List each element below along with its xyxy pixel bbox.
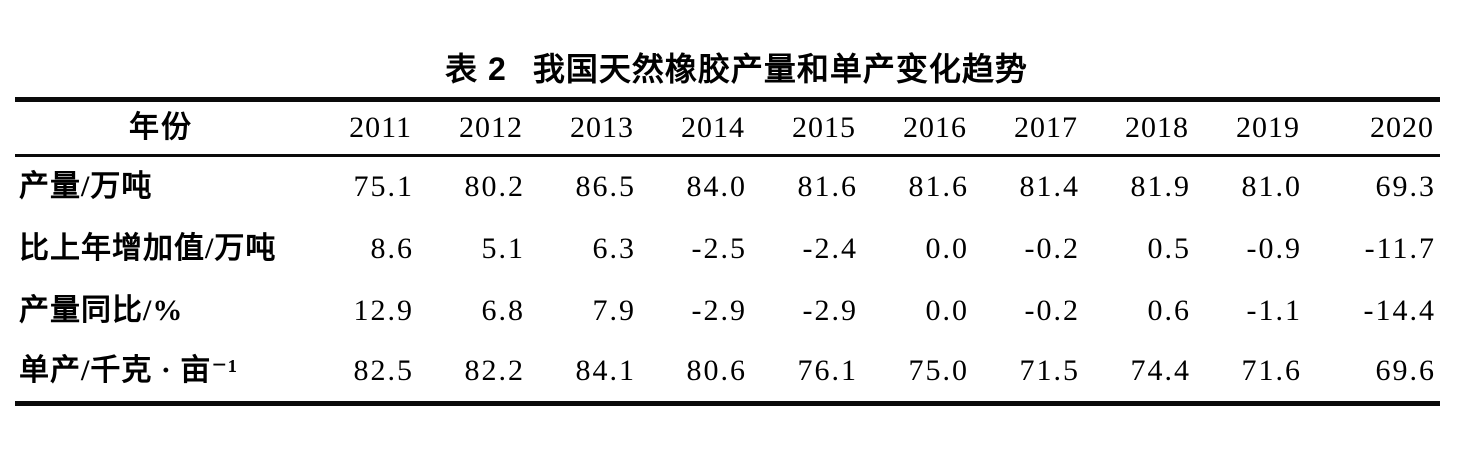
data-cell: 69.6 (1375, 354, 1436, 388)
data-cell: -2.9 (691, 293, 747, 327)
data-cell: 0.0 (925, 293, 969, 327)
data-cell: -0.9 (1246, 231, 1302, 265)
data-cell: 81.4 (1019, 170, 1080, 204)
data-table: 年份 2011 2012 2013 2014 2015 2016 2017 20… (15, 97, 1440, 406)
data-cell: 84.1 (575, 354, 636, 388)
data-cell: -2.4 (802, 231, 858, 265)
table-row-production: 产量/万吨 75.1 80.2 86.5 84.0 81.6 81.6 81.4… (15, 156, 1440, 218)
data-cell: -0.2 (1024, 231, 1080, 265)
data-cell: 12.9 (353, 293, 414, 327)
data-cell: 71.5 (1019, 354, 1080, 388)
table-title: 表 2 我国天然橡胶产量和单产变化趋势 (0, 44, 1473, 90)
row-label: 比上年增加值/万吨 (19, 231, 277, 265)
year-header: 2020 (1306, 99, 1440, 157)
data-cell: 0.6 (1147, 293, 1191, 327)
data-cell: 75.1 (353, 170, 414, 204)
data-cell: -1.1 (1246, 293, 1302, 327)
year-header: 2011 (307, 99, 418, 157)
table-container: 年份 2011 2012 2013 2014 2015 2016 2017 20… (15, 97, 1440, 406)
data-cell: 81.6 (908, 170, 969, 204)
data-cell: 0.0 (925, 231, 969, 265)
data-cell: 74.4 (1130, 354, 1191, 388)
data-cell: -2.5 (691, 231, 747, 265)
year-column-header: 年份 (15, 99, 307, 157)
data-cell: -11.7 (1364, 231, 1436, 265)
table-number: 表 2 (445, 51, 507, 87)
data-cell: 75.0 (908, 354, 969, 388)
header-row: 年份 2011 2012 2013 2014 2015 2016 2017 20… (15, 99, 1440, 157)
year-header: 2013 (529, 99, 640, 157)
data-cell: 84.0 (686, 170, 747, 204)
row-label: 产量/万吨 (19, 170, 153, 204)
data-cell: 76.1 (797, 354, 858, 388)
data-cell: 8.6 (370, 231, 414, 265)
data-cell: 82.5 (353, 354, 414, 388)
data-cell: 81.9 (1130, 170, 1191, 204)
data-cell: 71.6 (1241, 354, 1302, 388)
year-header: 2017 (973, 99, 1084, 157)
data-cell: 86.5 (575, 170, 636, 204)
data-cell: -0.2 (1024, 293, 1080, 327)
data-cell: 81.0 (1241, 170, 1302, 204)
table-title-text: 我国天然橡胶产量和单产变化趋势 (532, 51, 1028, 87)
data-cell: -2.9 (802, 293, 858, 327)
data-cell: 69.3 (1375, 170, 1436, 204)
data-cell: 6.8 (481, 293, 525, 327)
data-cell: 82.2 (464, 354, 525, 388)
data-cell: -14.4 (1363, 293, 1436, 327)
data-cell: 80.6 (686, 354, 747, 388)
data-cell: 0.5 (1147, 231, 1191, 265)
table-row-unit-yield: 单产/千克 · 亩⁻¹ 82.5 82.2 84.1 80.6 76.1 75.… (15, 342, 1440, 404)
data-cell: 80.2 (464, 170, 525, 204)
row-label: 单产/千克 · 亩⁻¹ (19, 354, 239, 388)
year-header: 2015 (751, 99, 862, 157)
year-header: 2014 (640, 99, 751, 157)
data-cell: 81.6 (797, 170, 858, 204)
year-header: 2018 (1084, 99, 1195, 157)
row-label: 产量同比/% (19, 293, 184, 327)
data-cell: 5.1 (481, 231, 525, 265)
year-header: 2012 (418, 99, 529, 157)
data-cell: 6.3 (592, 231, 636, 265)
year-header: 2019 (1195, 99, 1306, 157)
data-cell: 7.9 (592, 293, 636, 327)
table-row-yoy-increase: 比上年增加值/万吨 8.6 5.1 6.3 -2.5 -2.4 0.0 -0.2… (15, 218, 1440, 280)
year-header: 2016 (862, 99, 973, 157)
table-row-yoy-percent: 产量同比/% 12.9 6.8 7.9 -2.9 -2.9 0.0 -0.2 0… (15, 280, 1440, 342)
